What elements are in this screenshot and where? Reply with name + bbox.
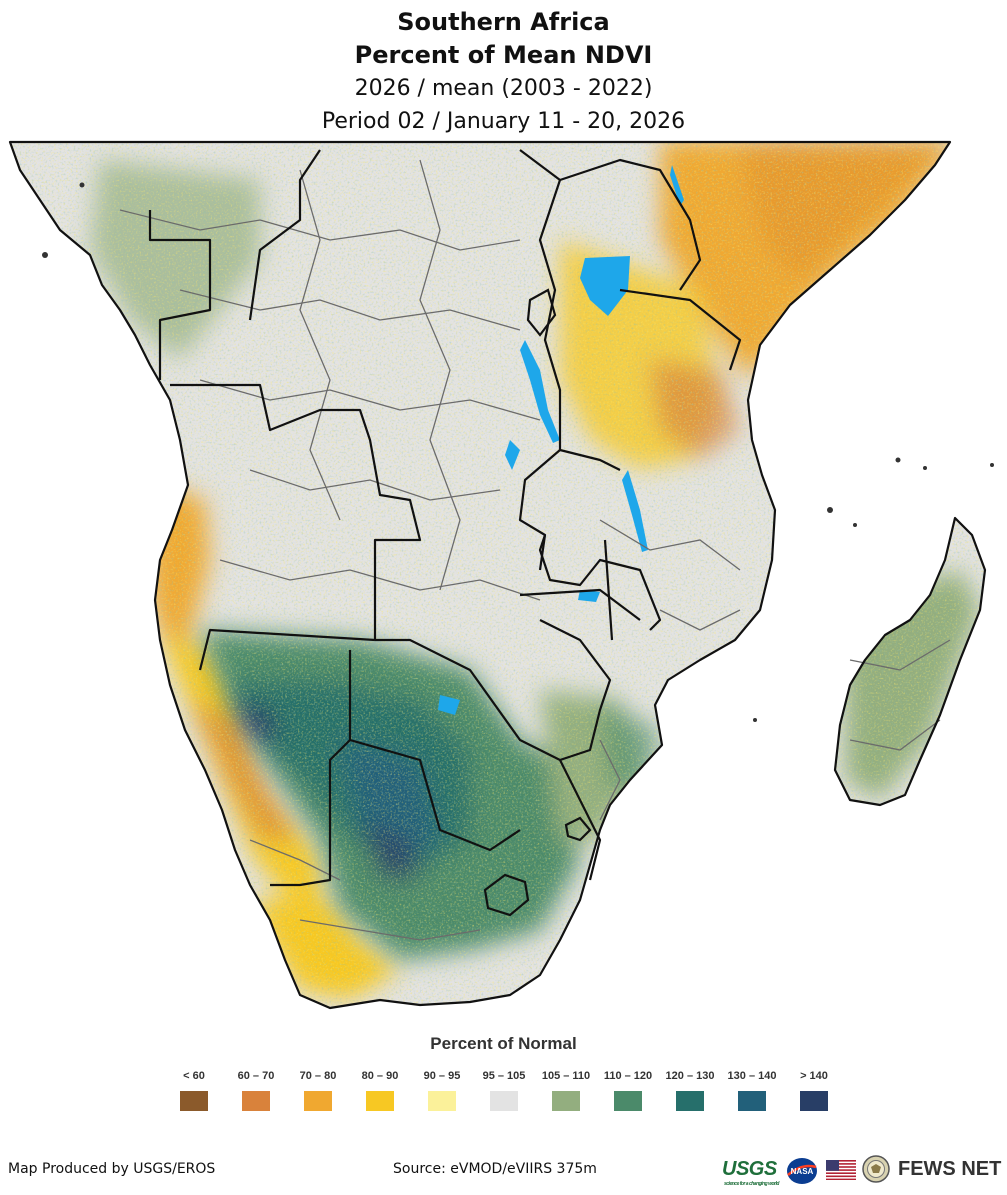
- legend-item-label: 130 – 140: [727, 1070, 777, 1082]
- us-flag-icon: [826, 1160, 856, 1184]
- legend-item: 90 – 95: [410, 1069, 474, 1111]
- legend-item-label: 105 – 110: [541, 1070, 591, 1082]
- legend-swatch: [552, 1091, 580, 1111]
- usgs-logo: USGS science for a changing world: [722, 1158, 779, 1187]
- country-borders: [8, 140, 987, 1010]
- enclave-borders: [483, 288, 592, 917]
- legend-title: Percent of Normal: [430, 1034, 577, 1053]
- data-source: Source: eVMOD/eVIIRS 375m: [393, 1161, 597, 1177]
- legend-item-label: 120 – 130: [665, 1070, 715, 1082]
- legend-item-label: < 60: [183, 1070, 205, 1082]
- legend-swatch: [242, 1091, 270, 1111]
- legend-item-label: 80 – 90: [361, 1070, 399, 1082]
- map-title: Southern Africa: [397, 8, 610, 36]
- legend-item: 80 – 90: [348, 1069, 412, 1111]
- legend-item-label: 60 – 70: [237, 1070, 275, 1082]
- map-credit: Map Produced by USGS/EROS: [8, 1161, 216, 1177]
- legend-item: 120 – 130: [658, 1069, 722, 1111]
- legend-item: > 140: [782, 1069, 846, 1111]
- lake-victoria: [580, 256, 630, 316]
- usgs-tagline: science for a changing world: [724, 1181, 779, 1187]
- state-department-seal-icon: [862, 1155, 890, 1187]
- legend-item-label: 95 – 105: [482, 1070, 526, 1082]
- map-date-period: Period 02 / January 11 - 20, 2026: [321, 109, 686, 134]
- legend-item: 70 – 80: [286, 1069, 350, 1111]
- legend-swatch: [738, 1091, 766, 1111]
- map-title-block: Southern Africa Percent of Mean NDVI 202…: [0, 6, 1007, 138]
- legend-swatch: [490, 1091, 518, 1111]
- legend-item: < 60: [162, 1069, 226, 1111]
- legend-item: 95 – 105: [472, 1069, 536, 1111]
- fews-net-logo: FEWS NET: [898, 1158, 1002, 1180]
- legend-swatch: [614, 1091, 642, 1111]
- legend-item-label: 110 – 120: [603, 1070, 653, 1082]
- lake-mweru: [505, 440, 520, 470]
- legend-item-label: > 140: [800, 1070, 828, 1082]
- legend-swatch: [676, 1091, 704, 1111]
- legend-swatch: [428, 1091, 456, 1111]
- lake-tanganyika: [520, 340, 560, 443]
- lake-kariba: [578, 590, 600, 602]
- ndvi-map: [8, 140, 994, 1010]
- land-area: [10, 142, 985, 1008]
- legend-item-label: 90 – 95: [423, 1070, 461, 1082]
- map-comparison-period: 2026 / mean (2003 - 2022): [354, 76, 653, 101]
- legend-item: 130 – 140: [720, 1069, 784, 1111]
- admin-borders: [119, 159, 951, 941]
- okavango-delta: [438, 695, 460, 715]
- lake-malawi: [622, 470, 648, 552]
- partner-logos: USGS science for a changing world NASA: [722, 1154, 1002, 1188]
- legend-swatch: [304, 1091, 332, 1111]
- usgs-logo-text: USGS: [722, 1158, 777, 1180]
- nasa-logo: NASA: [786, 1157, 818, 1189]
- lake-turkana: [670, 165, 684, 206]
- legend-item: 60 – 70: [224, 1069, 288, 1111]
- map-subtitle: Percent of Mean NDVI: [354, 41, 653, 69]
- islands: [42, 182, 994, 722]
- nasa-logo-text: NASA: [791, 1167, 814, 1176]
- legend-swatch: [366, 1091, 394, 1111]
- legend-item: 105 – 110: [534, 1069, 598, 1111]
- legend-item: 110 – 120: [596, 1069, 660, 1111]
- water-bodies: [438, 165, 684, 715]
- legend-swatch: [180, 1091, 208, 1111]
- legend-swatch: [800, 1091, 828, 1111]
- legend-item-label: 70 – 80: [299, 1070, 337, 1082]
